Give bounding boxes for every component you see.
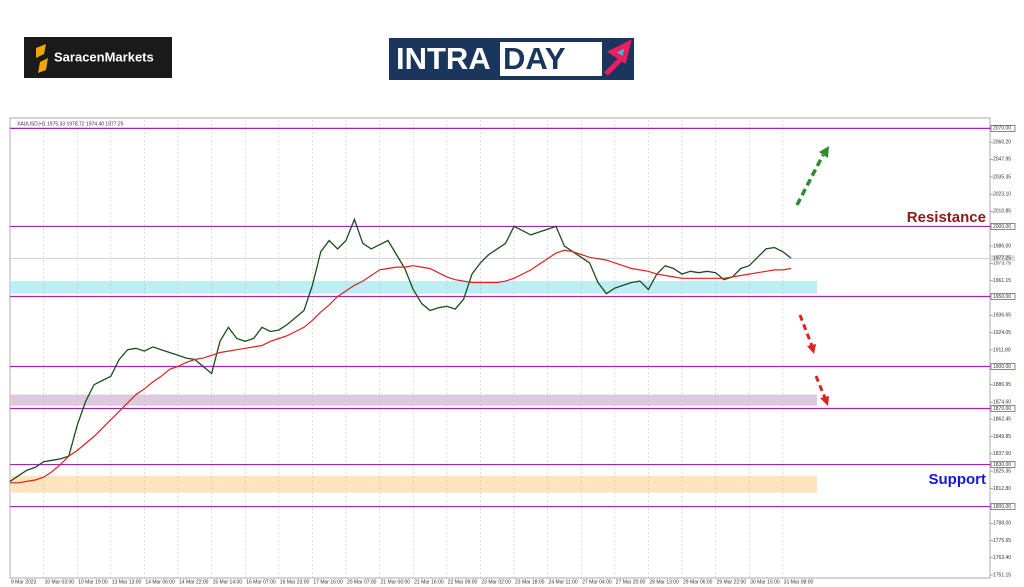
- x-tick-label: 28 Mar 13:00: [649, 579, 679, 585]
- level-tag: [990, 363, 1016, 370]
- trend-arrows: [795, 146, 829, 406]
- y-tick-label: 2010.85: [993, 209, 1011, 215]
- y-tick-label: 1849.85: [993, 434, 1011, 440]
- level-tag: [990, 125, 1016, 132]
- brand-icon: [36, 44, 48, 73]
- y-tick-label: 2023.10: [993, 191, 1011, 197]
- y-tick-label: 1900.00: [993, 364, 1011, 370]
- x-tick-label: 23 Mar 18:00: [515, 579, 545, 585]
- series-line: [10, 249, 792, 484]
- x-tick-label: 31 Mar 08:00: [784, 579, 814, 585]
- x-tick-label: 21 Mar 00:00: [381, 579, 411, 585]
- series-line: [9, 217, 792, 482]
- y-tick-label: 1973.75: [993, 261, 1011, 267]
- y-tick-label: 1874.60: [993, 399, 1011, 405]
- x-tick-label: 14 Mar 22:00: [179, 579, 209, 585]
- x-tick-label: 16 Mar 07:00: [246, 579, 276, 585]
- y-tick-label: 1924.05: [993, 330, 1011, 336]
- down-arrowhead: [807, 344, 816, 354]
- brand-box: [24, 37, 172, 78]
- brand-name: SaracenMarkets: [54, 49, 154, 64]
- zone: [10, 475, 817, 493]
- banner-right-box: [500, 42, 602, 76]
- annotation: Resistance: [907, 209, 986, 226]
- x-tick-label: 24 Mar 11:00: [549, 579, 578, 585]
- zone: [10, 394, 817, 406]
- y-tick-label: 1800.00: [993, 504, 1011, 510]
- x-tick-label: 30 Mar 15:00: [750, 579, 780, 585]
- up-arrow: [795, 154, 825, 206]
- level-tag: [990, 405, 1016, 412]
- x-tick-label: 27 Mar 04:00: [582, 579, 612, 585]
- y-tick-label: 1950.00: [993, 294, 1011, 300]
- x-tick-label: 29 Mar 06:00: [683, 579, 713, 585]
- level-tag: [990, 461, 1016, 468]
- y-tick-label: 1870.00: [993, 406, 1011, 412]
- banner-left: INTRA: [396, 41, 491, 76]
- down-arrow: [814, 375, 827, 399]
- last-price-tag: [991, 255, 1015, 262]
- level-tag: [990, 503, 1016, 510]
- zone: [10, 281, 817, 294]
- y-tick-label: 1775.65: [993, 538, 1011, 544]
- x-tick-label: 10 Mar 03:00: [45, 579, 75, 585]
- x-tick-label: 20 Mar 07:00: [347, 579, 377, 585]
- chart-info: XAUUSD,H1 1975.33 1978.72 1974.40 1977.2…: [17, 121, 124, 127]
- x-tick-label: 13 Mar 13:00: [112, 579, 142, 585]
- x-tick-label: 29 Mar 22:00: [717, 579, 747, 585]
- y-tick-label: 2000.00: [993, 224, 1011, 230]
- down-arrowhead: [820, 396, 829, 406]
- y-tick-label: 1825.35: [993, 468, 1011, 474]
- x-tick-label: 27 Mar 20:00: [616, 579, 646, 585]
- y-tick-label: 1812.80: [993, 486, 1011, 492]
- y-tick-label: 2070.00: [993, 126, 1011, 132]
- y-tick-label: 2035.35: [993, 174, 1011, 180]
- plot: 9 Mar 2023 10 Mar 03:00 10 Mar 19:00 13 Mar…: [9, 120, 1016, 585]
- x-tick-label: 22 Mar 09:00: [448, 579, 478, 585]
- y-tick-label: 1986.00: [993, 243, 1011, 249]
- annotation: Support: [929, 471, 987, 488]
- banner-arrow: [604, 39, 632, 76]
- x-tick-label: 21 Mar 16:00: [414, 579, 444, 585]
- banner-right: DAY: [503, 41, 566, 76]
- y-tick-label: 1788.00: [993, 521, 1011, 527]
- x-tick-label: 15 Mar 14:00: [213, 579, 243, 585]
- y-tick-label: 1911.80: [993, 347, 1011, 353]
- x-tick-label: 17 Mar 16:00: [313, 579, 343, 585]
- x-tick-label: 10 Mar 19:00: [78, 579, 108, 585]
- x-tick-label: 14 Mar 06:00: [145, 579, 175, 585]
- level-tag: [990, 223, 1016, 230]
- y-tick-label: 1830.00: [993, 462, 1011, 468]
- x-tick-label: 16 Mar 23:00: [280, 579, 310, 585]
- brand-logo: SaracenMarkets: [24, 37, 172, 78]
- last-price-label: 1977.25: [993, 256, 1011, 262]
- y-tick-label: 1886.95: [993, 382, 1011, 388]
- y-tick-label: 1763.40: [993, 555, 1011, 561]
- intraday-banner: INTRA DAY: [389, 38, 634, 80]
- level-tag: [990, 293, 1016, 300]
- y-tick-label: 1961.15: [993, 278, 1011, 284]
- y-tick-label: 1862.45: [993, 416, 1011, 422]
- y-tick-label: 1837.60: [993, 451, 1011, 457]
- y-tick-label: 2047.95: [993, 157, 1011, 163]
- x-tick-label: 9 Mar 2023: [11, 579, 37, 585]
- x-tick-label: 23 Mar 02:00: [481, 579, 511, 585]
- up-arrowhead: [819, 146, 829, 158]
- down-arrow: [798, 314, 814, 347]
- y-tick-label: 1936.65: [993, 313, 1011, 319]
- y-tick-label: 1751.15: [993, 572, 1011, 578]
- y-tick-label: 2060.20: [993, 139, 1011, 145]
